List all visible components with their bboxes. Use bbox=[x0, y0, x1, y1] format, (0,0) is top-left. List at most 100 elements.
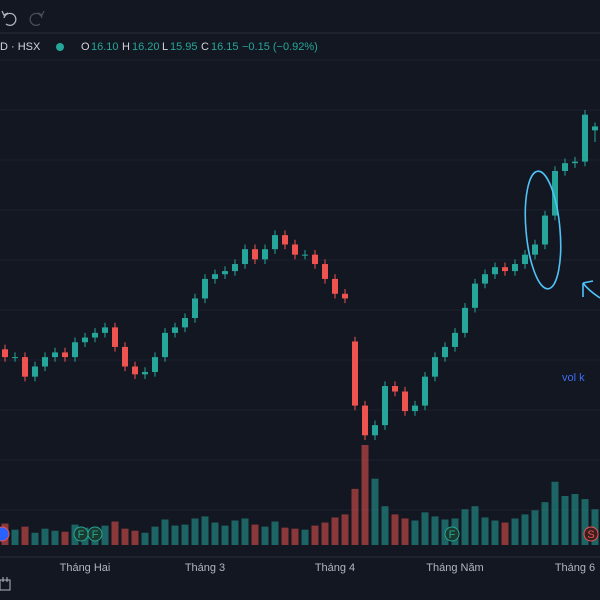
calendar-button[interactable] bbox=[0, 577, 11, 591]
c-value: 16.15 bbox=[211, 41, 239, 53]
volume-bar bbox=[251, 524, 259, 545]
volume-bar bbox=[121, 528, 129, 545]
event-marker[interactable] bbox=[444, 526, 460, 542]
candle-body bbox=[192, 298, 198, 319]
x-tick-label: Tháng Hai bbox=[60, 562, 111, 574]
candle-body bbox=[442, 346, 448, 358]
candle-body bbox=[172, 327, 178, 333]
volume-bar bbox=[161, 519, 169, 545]
volume-bar bbox=[311, 525, 319, 545]
volume-bar bbox=[401, 518, 409, 545]
event-marker-label: F bbox=[92, 529, 99, 541]
volume-bar bbox=[591, 509, 599, 545]
candle-body bbox=[362, 405, 368, 436]
candle-body bbox=[132, 366, 138, 375]
candle-body bbox=[42, 357, 48, 367]
candle-body bbox=[522, 254, 528, 265]
candle-body bbox=[352, 341, 358, 406]
redo-button[interactable] bbox=[29, 10, 45, 27]
candle-body bbox=[532, 244, 538, 255]
candle-body bbox=[322, 264, 328, 279]
volume-bar bbox=[481, 517, 489, 545]
event-marker-label: S bbox=[587, 529, 594, 541]
volume-bar bbox=[21, 526, 29, 545]
candle-body bbox=[212, 274, 218, 279]
volume-bar bbox=[111, 521, 119, 545]
volume-bar bbox=[211, 522, 219, 545]
volume-bar bbox=[421, 512, 429, 545]
candle-body bbox=[282, 235, 288, 245]
candle-body bbox=[492, 267, 498, 275]
candle-body bbox=[402, 391, 408, 412]
candle-body bbox=[462, 307, 468, 333]
volume-bar bbox=[141, 532, 149, 545]
plot: Tháng Hai Tháng 3 Tháng 4 Tháng Năm Tháng 6 bbox=[0, 59, 600, 574]
candle-body bbox=[12, 357, 18, 359]
status-dot bbox=[56, 43, 64, 51]
candle-body bbox=[62, 352, 68, 358]
candle-body bbox=[482, 274, 488, 284]
candle-body bbox=[302, 254, 308, 256]
candle-body bbox=[122, 346, 128, 367]
event-icon[interactable] bbox=[0, 526, 10, 542]
candle-body bbox=[472, 283, 478, 308]
volume-bar bbox=[351, 488, 359, 545]
volume-bar bbox=[581, 499, 589, 545]
drawing-arrow bbox=[582, 280, 600, 299]
x-tick-label: Tháng 3 bbox=[185, 562, 225, 574]
candle-body bbox=[332, 278, 338, 294]
candle-body bbox=[72, 342, 78, 358]
h-label: H bbox=[122, 41, 130, 53]
candle-body bbox=[2, 349, 8, 358]
volume-bar bbox=[391, 514, 399, 545]
volume-bar bbox=[231, 520, 239, 545]
volume-bar bbox=[11, 529, 19, 545]
event-marker[interactable] bbox=[87, 526, 103, 542]
volume-bar bbox=[61, 531, 69, 545]
volume-bar bbox=[371, 478, 379, 545]
c-label: C bbox=[201, 41, 209, 53]
volume-bar bbox=[571, 493, 579, 545]
candle-body bbox=[142, 371, 148, 375]
candle-body bbox=[292, 244, 298, 255]
candle-body bbox=[222, 271, 228, 275]
volume-bar bbox=[101, 525, 109, 545]
candle-body bbox=[542, 215, 548, 245]
candle-body bbox=[202, 278, 208, 299]
candle-body bbox=[272, 235, 278, 250]
event-marker-label: F bbox=[78, 529, 85, 541]
x-tick-label: Tháng 4 bbox=[315, 562, 355, 574]
volume-bar bbox=[171, 525, 179, 545]
l-label: L bbox=[162, 41, 168, 53]
volume-bar bbox=[341, 514, 349, 545]
candle-body bbox=[252, 249, 258, 260]
volume-bar bbox=[271, 521, 279, 545]
volume-bar bbox=[411, 520, 419, 545]
volume-bar bbox=[381, 506, 389, 545]
candle-body bbox=[182, 318, 188, 328]
candle-body bbox=[242, 249, 248, 265]
drawing-ellipse bbox=[524, 170, 562, 290]
event-marker-label: F bbox=[449, 529, 456, 541]
event-marker[interactable] bbox=[583, 526, 599, 542]
candle-body bbox=[562, 163, 568, 171]
candle-body bbox=[572, 161, 578, 164]
undo-button[interactable] bbox=[1, 10, 17, 27]
candle-body bbox=[262, 249, 268, 260]
candle-body bbox=[22, 357, 28, 377]
volume-bar bbox=[201, 516, 209, 545]
x-tick-label: Tháng 6 bbox=[555, 562, 595, 574]
candle-body bbox=[592, 126, 598, 131]
candle-body bbox=[152, 357, 158, 372]
volume-bar bbox=[541, 502, 549, 545]
candle-body bbox=[312, 254, 318, 265]
o-value: 16.10 bbox=[91, 41, 119, 53]
volume-bar bbox=[551, 481, 559, 545]
volume-bar bbox=[301, 529, 309, 545]
volume-bar bbox=[461, 509, 469, 545]
volume-bar bbox=[561, 496, 569, 545]
candle-body bbox=[382, 386, 388, 426]
candle-body bbox=[372, 425, 378, 436]
